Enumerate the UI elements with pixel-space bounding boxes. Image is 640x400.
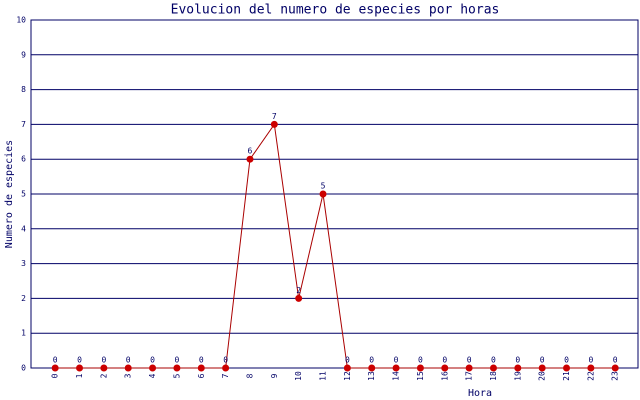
data-label: 0 (467, 356, 472, 365)
x-tick-label: 14 (392, 371, 401, 381)
x-tick-label: 23 (611, 371, 620, 381)
x-tick-label: 1 (75, 373, 84, 378)
data-point (514, 364, 522, 372)
y-tick-label: 5 (21, 190, 26, 199)
data-point (538, 364, 546, 372)
data-point (611, 364, 619, 372)
data-label: 0 (491, 356, 496, 365)
data-label: 0 (175, 356, 180, 365)
data-label: 0 (588, 356, 593, 365)
data-point (270, 120, 278, 128)
y-tick-label: 3 (21, 259, 26, 268)
data-point (343, 364, 351, 372)
y-tick-label: 7 (21, 120, 26, 129)
data-label: 0 (345, 356, 350, 365)
data-point (197, 364, 205, 372)
chart-title: Evolucion del numero de especies por hor… (171, 3, 500, 18)
data-label: 0 (150, 356, 155, 365)
data-label: 0 (442, 356, 447, 365)
x-tick-label: 9 (270, 373, 279, 378)
data-label: 0 (564, 356, 569, 365)
y-tick-label: 4 (21, 224, 26, 233)
data-label: 0 (418, 356, 423, 365)
data-point (563, 364, 571, 372)
y-tick-label: 1 (21, 329, 26, 338)
data-label: 0 (515, 356, 520, 365)
x-tick-label: 20 (538, 371, 547, 381)
data-point (587, 364, 595, 372)
y-tick-label: 9 (21, 50, 26, 59)
x-tick-label: 4 (148, 373, 157, 378)
data-point (465, 364, 473, 372)
data-label: 0 (223, 356, 228, 365)
data-point (149, 364, 157, 372)
y-tick-label: 8 (21, 85, 26, 94)
x-tick-label: 6 (197, 373, 206, 378)
data-line (55, 123, 616, 369)
data-point (100, 364, 108, 372)
x-tick-label: 19 (513, 371, 522, 381)
data-point (489, 364, 497, 372)
data-label: 0 (126, 356, 131, 365)
x-tick-label: 5 (172, 373, 181, 378)
data-point (124, 364, 132, 372)
y-tick-label: 6 (21, 155, 26, 164)
data-label: 2 (296, 286, 301, 295)
data-label: 7 (272, 112, 277, 121)
data-point (76, 364, 84, 372)
data-label: 0 (199, 356, 204, 365)
x-tick-label: 17 (465, 371, 474, 381)
y-tick-label: 2 (21, 294, 26, 303)
data-point (295, 294, 303, 302)
data-point (173, 364, 181, 372)
data-label: 0 (53, 356, 58, 365)
data-point (392, 364, 400, 372)
x-tick-label: 16 (440, 371, 449, 381)
data-point (319, 190, 327, 198)
x-tick-label: 22 (586, 371, 595, 381)
x-tick-label: 2 (99, 373, 108, 378)
data-label: 0 (369, 356, 374, 365)
x-tick-label: 7 (221, 373, 230, 378)
data-label: 0 (394, 356, 399, 365)
y-tick-label: 0 (21, 364, 26, 373)
x-tick-label: 3 (124, 373, 133, 378)
y-axis-label: Numero de especies (4, 140, 15, 248)
data-label: 0 (77, 356, 82, 365)
x-tick-label: 15 (416, 371, 425, 381)
data-label: 6 (248, 147, 253, 156)
data-point (368, 364, 376, 372)
x-tick-label: 11 (319, 371, 328, 381)
x-tick-label: 21 (562, 371, 571, 381)
data-point (222, 364, 230, 372)
data-point (416, 364, 424, 372)
x-tick-label: 8 (245, 373, 254, 378)
x-tick-label: 10 (294, 371, 303, 381)
data-point (441, 364, 449, 372)
x-tick-label: 12 (343, 371, 352, 381)
data-label: 0 (540, 356, 545, 365)
data-point (51, 364, 59, 372)
data-point (246, 155, 254, 163)
x-tick-label: 13 (367, 371, 376, 381)
data-label: 5 (321, 182, 326, 191)
x-tick-label: 18 (489, 371, 498, 381)
data-label: 0 (101, 356, 106, 365)
y-tick-label: 10 (16, 16, 26, 25)
x-axis-label: Hora (468, 388, 492, 399)
data-label: 0 (613, 356, 618, 365)
x-tick-label: 0 (51, 373, 60, 378)
